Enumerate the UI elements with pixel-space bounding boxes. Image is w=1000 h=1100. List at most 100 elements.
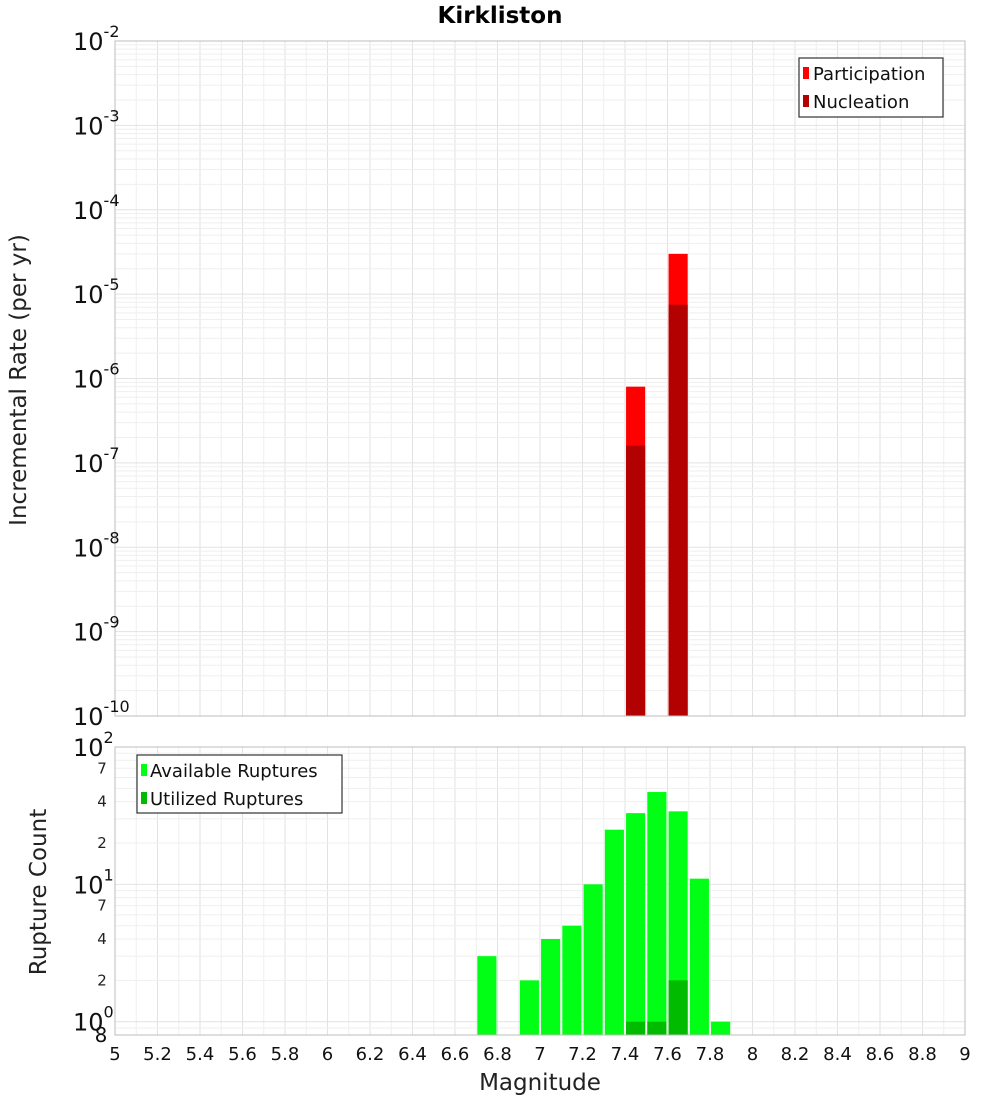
top-plot-gridlines: [114, 40, 966, 717]
bottom-y-tick-label: 102: [73, 728, 114, 762]
x-tick-label: 8.8: [908, 1044, 937, 1065]
top-plot-frame: [114, 40, 966, 717]
tick-base: 10: [73, 28, 104, 56]
tick-base: 10: [73, 366, 104, 394]
utilized-ruptures-legend-label: Utilized Ruptures: [150, 789, 303, 810]
bottom-utilized-ruptures-bar: [647, 1021, 667, 1035]
bottom-available-ruptures-bar: [562, 925, 582, 1035]
available-ruptures-legend-label: Available Ruptures: [150, 761, 318, 782]
tick-exponent: 0: [104, 1003, 114, 1022]
available-ruptures-legend-swatch: [141, 764, 147, 776]
top-nucleation-bar: [668, 304, 688, 716]
top-y-tick-labels: 10-210-310-410-510-610-710-810-910-10: [73, 22, 130, 731]
tick-base: 10: [73, 281, 104, 309]
top-y-tick-label: 10-4: [73, 191, 120, 225]
x-tick-label: 8.4: [823, 1044, 852, 1065]
bottom-plot-frame: [114, 746, 966, 1036]
bottom-available-ruptures-bar: [711, 1021, 731, 1035]
bottom-available-ruptures-bar: [689, 878, 709, 1035]
top-y-tick-label: 10-2: [73, 22, 120, 56]
bottom-y-tick-label: 100: [73, 1003, 114, 1037]
nucleation-legend-label: Nucleation: [813, 92, 909, 113]
x-tick-label: 5: [109, 1044, 120, 1065]
participation-legend-label: Participation: [813, 64, 925, 85]
tick-exponent: -2: [104, 22, 120, 41]
tick-exponent: 2: [104, 728, 114, 747]
bottom-minor-tick-label: 8: [95, 1023, 108, 1047]
tick-exponent: -9: [104, 613, 120, 632]
tick-base: 10: [73, 703, 104, 731]
x-tick-label: 6: [322, 1044, 333, 1065]
bottom-minor-tick-label: 7: [97, 897, 107, 915]
bottom-utilized-ruptures-bar: [626, 1021, 646, 1035]
tick-base: 10: [73, 534, 104, 562]
tick-exponent: -6: [104, 360, 120, 379]
tick-exponent: -7: [104, 444, 120, 463]
tick-base: 10: [73, 112, 104, 140]
x-tick-label: 5.6: [228, 1044, 257, 1065]
bottom-minor-tick-label: 2: [97, 971, 107, 989]
top-legend: Participation Nucleation: [798, 57, 944, 118]
tick-base: 10: [73, 1009, 104, 1037]
participation-legend-swatch: [803, 67, 809, 79]
top-y-tick-label: 10-10: [73, 697, 130, 731]
bottom-minor-tick-label: 4: [97, 930, 107, 948]
bottom-legend: Available Ruptures Utilized Ruptures: [136, 754, 343, 814]
tick-exponent: -8: [104, 528, 120, 547]
chart-title: Kirkliston: [438, 3, 563, 29]
top-y-tick-label: 10-8: [73, 528, 120, 562]
x-tick-label: 5.8: [271, 1044, 300, 1065]
bottom-plot-bars: [477, 792, 731, 1035]
x-tick-label: 6.2: [356, 1044, 385, 1065]
tick-exponent: -4: [104, 191, 120, 210]
tick-base: 10: [73, 871, 104, 899]
top-y-tick-label: 10-7: [73, 444, 120, 478]
top-y-axis-label: Incremental Rate (per yr): [6, 234, 32, 526]
bottom-available-ruptures-bar: [583, 884, 603, 1035]
tick-exponent: -10: [104, 697, 130, 716]
bottom-available-ruptures-bar: [477, 956, 497, 1035]
x-tick-label: 5.4: [186, 1044, 215, 1065]
x-tick-label: 6.4: [398, 1044, 427, 1065]
tick-base: 10: [73, 734, 104, 762]
bottom-minor-tick-label: 2: [97, 834, 107, 852]
bottom-available-ruptures-bar: [647, 792, 667, 1035]
x-tick-label: 7.8: [696, 1044, 725, 1065]
x-tick-label: 9: [959, 1044, 970, 1065]
x-tick-label: 6.6: [441, 1044, 470, 1065]
bottom-minor-tick-label: 7: [97, 759, 107, 777]
bottom-available-ruptures-bar: [519, 980, 539, 1035]
top-nucleation-bar: [626, 445, 646, 716]
top-y-tick-label: 10-6: [73, 360, 120, 394]
top-legend-box: [798, 57, 944, 118]
x-tick-label: 7.6: [653, 1044, 682, 1065]
bottom-y-axis-label: Rupture Count: [26, 809, 52, 975]
bottom-available-ruptures-bar: [604, 829, 624, 1035]
x-tick-label: 5.2: [143, 1044, 172, 1065]
x-tick-label: 7.2: [568, 1044, 597, 1065]
top-y-tick-label: 10-5: [73, 275, 120, 309]
bottom-available-ruptures-bar: [541, 939, 561, 1035]
tick-exponent: -5: [104, 275, 120, 294]
utilized-ruptures-legend-swatch: [141, 792, 147, 804]
top-plot-bars: [626, 253, 688, 716]
bottom-available-ruptures-bar: [626, 813, 646, 1035]
bottom-legend-box: [136, 754, 343, 814]
nucleation-legend-swatch: [803, 95, 809, 107]
bottom-y-tick-label: 101: [73, 865, 114, 899]
bottom-available-ruptures-bar: [668, 811, 688, 1035]
bottom-minor-tick-label: 4: [97, 793, 107, 811]
tick-base: 10: [73, 450, 104, 478]
x-tick-labels: 5 5.2 5.4 5.6 5.8 6 6.2 6.4 6.6 6.8 7 7.2 7.4 7.6 7.8 8…: [109, 1044, 970, 1065]
x-tick-label: 7.4: [611, 1044, 640, 1065]
x-tick-label: 6.8: [483, 1044, 512, 1065]
tick-exponent: 1: [104, 865, 114, 884]
top-y-tick-label: 10-9: [73, 613, 120, 647]
x-tick-label: 8: [747, 1044, 758, 1065]
x-tick-label: 7: [534, 1044, 545, 1065]
tick-base: 10: [73, 619, 104, 647]
tick-exponent: -3: [104, 106, 120, 125]
x-tick-label: 8.2: [781, 1044, 810, 1065]
